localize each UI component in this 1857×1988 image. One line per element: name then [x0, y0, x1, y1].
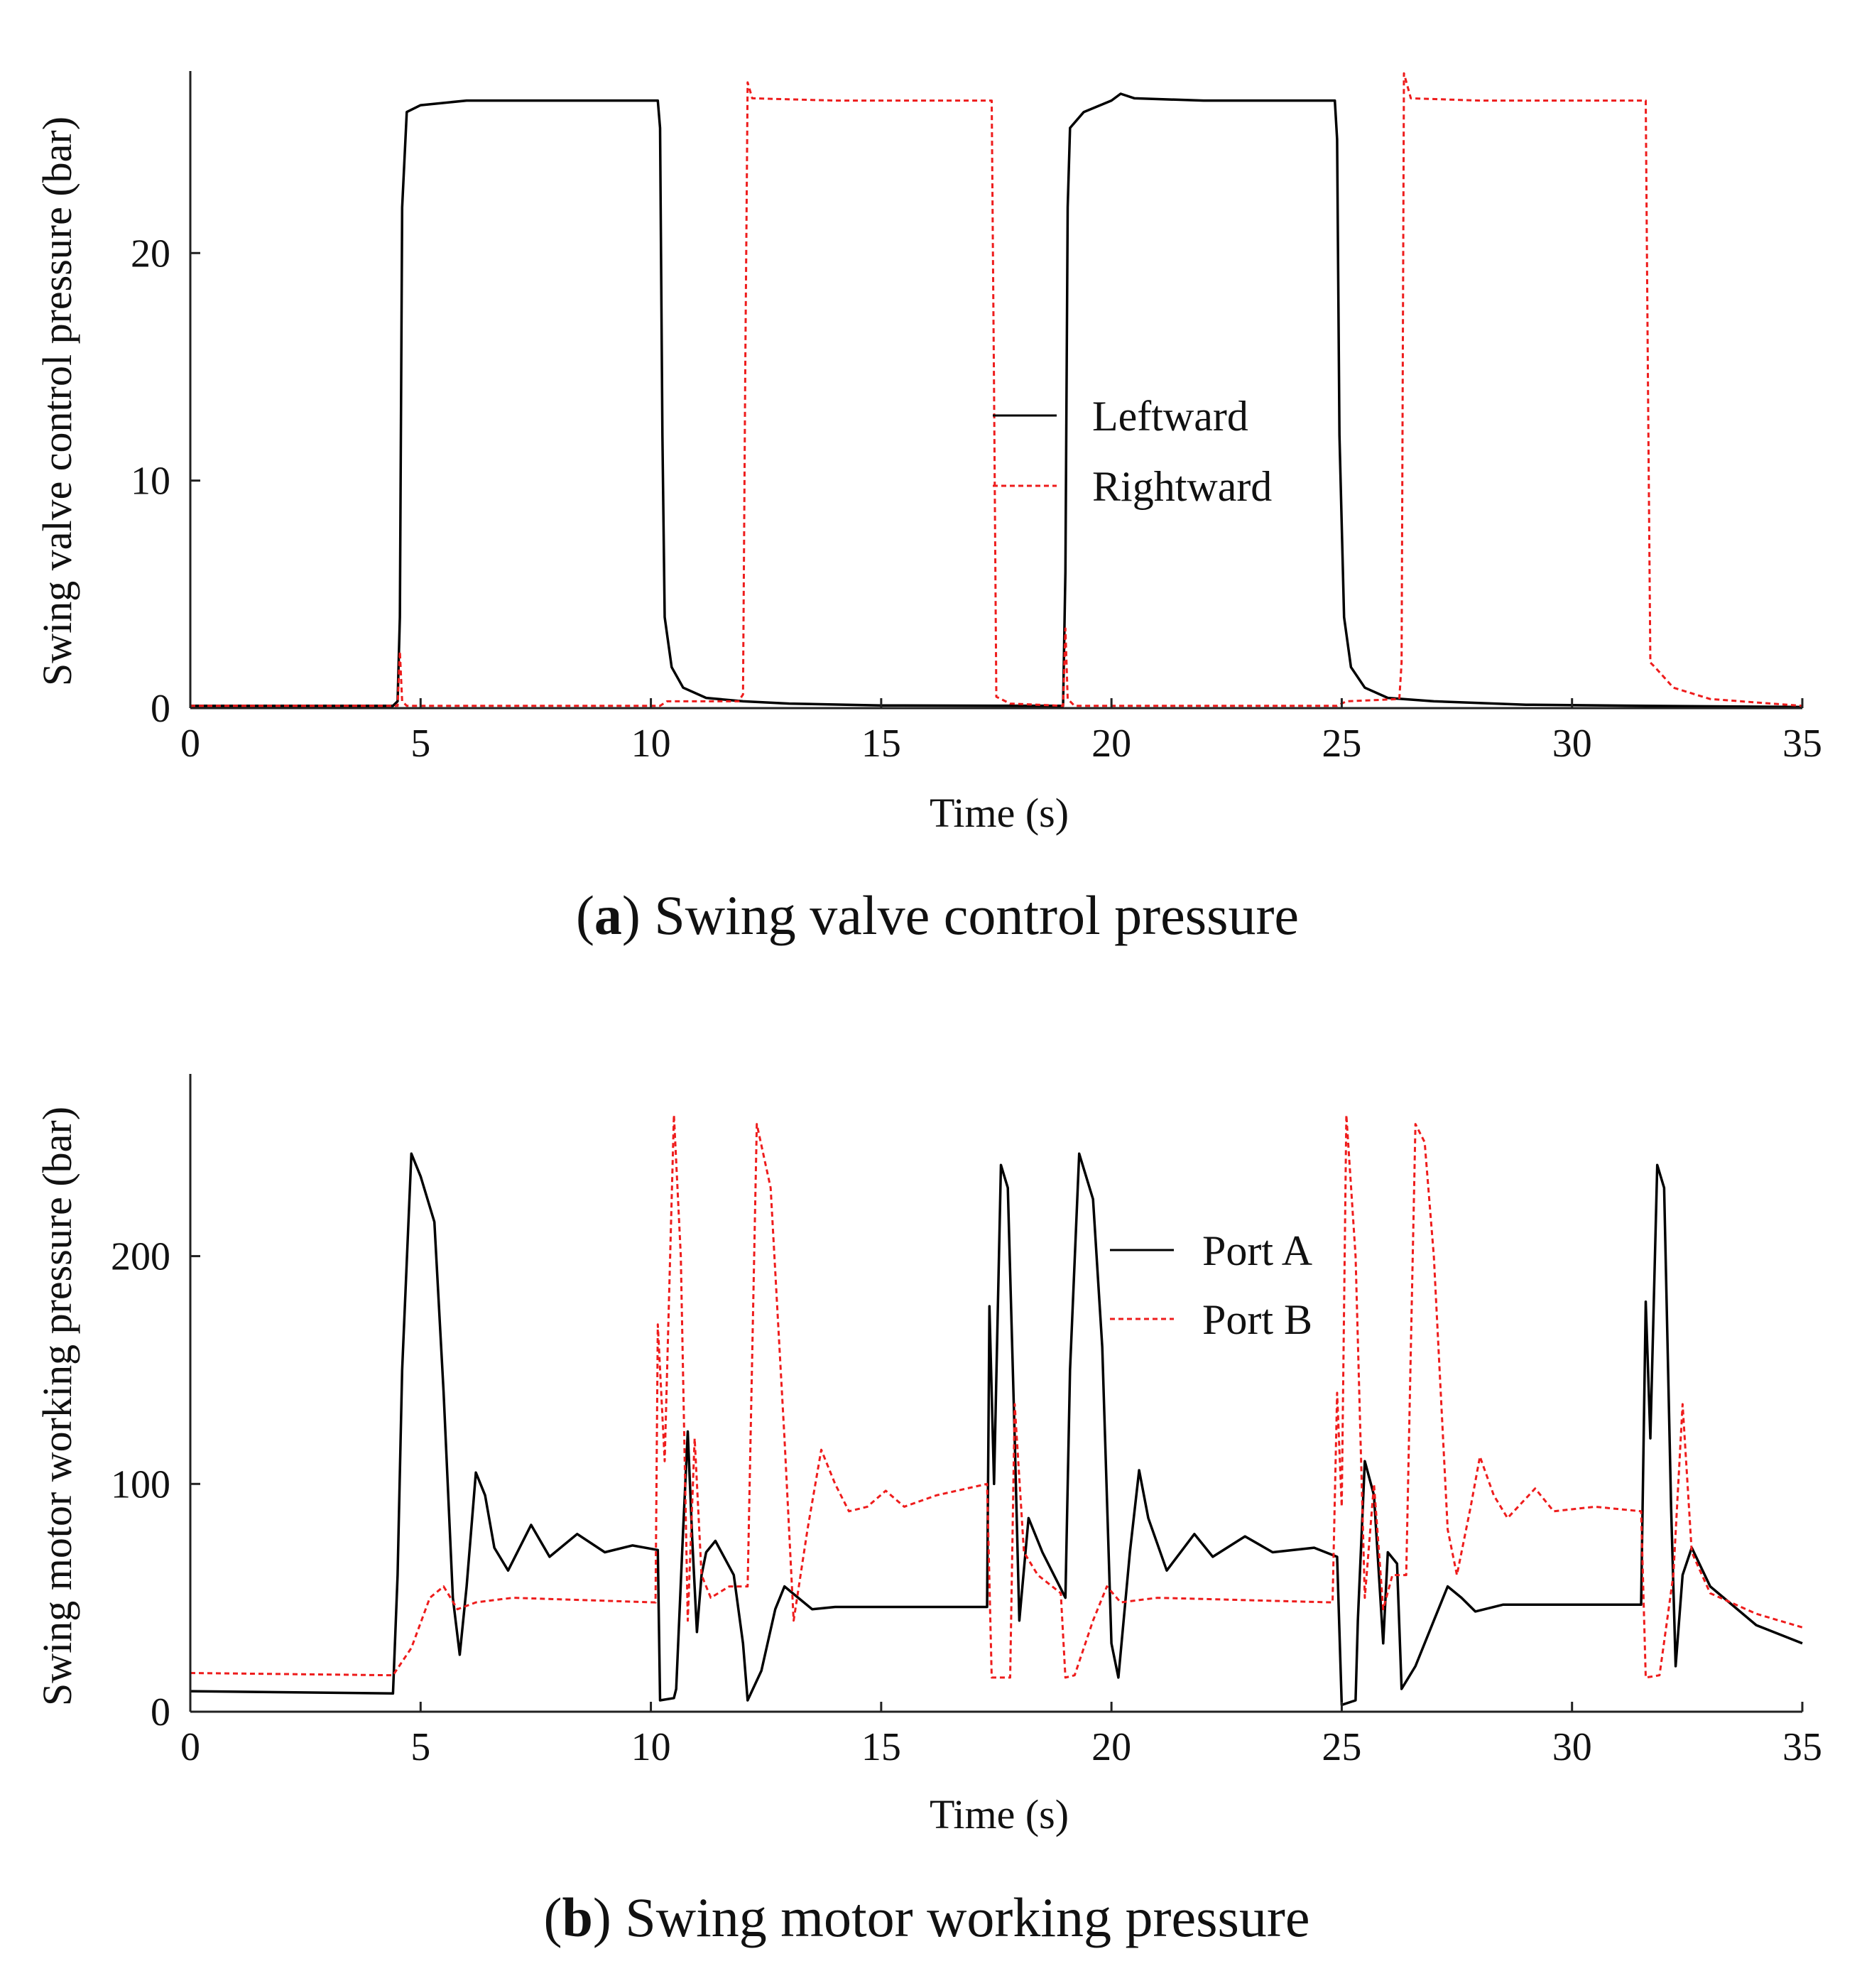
panel-b-x-tick-label: 15 [861, 1725, 901, 1769]
panel-a-y-tick-label: 10 [131, 460, 170, 504]
panel-a-caption-open: ( [576, 884, 594, 946]
panel-b-x-tick-label: 35 [1782, 1725, 1822, 1769]
panel-b-legend: Port A Port B [1110, 1227, 1312, 1343]
panel-a-legend: Leftward Rightward [993, 393, 1272, 510]
panel-a-y-tick-label: 0 [151, 687, 170, 731]
panel-b-x-tick-label: 10 [631, 1725, 671, 1769]
panel-a-y-tick-label: 20 [131, 232, 170, 276]
panel-b-y-tick-label: 200 [111, 1235, 170, 1279]
panel-b-x-tick-label: 0 [180, 1725, 200, 1769]
panel-a-legend-label-rightward: Rightward [1092, 463, 1272, 510]
panel-a-caption-letter: a [594, 884, 622, 946]
panel-b-legend-label-port-a: Port A [1202, 1227, 1312, 1274]
panel-a-series-rightward [190, 72, 1803, 707]
panel-a-series-group [190, 72, 1803, 709]
panel-a-x-tick-label: 20 [1091, 722, 1131, 766]
panel-b-x-tick-label: 5 [410, 1725, 430, 1769]
panel-a-ticks: 0 5 10 15 20 25 30 35 0 10 20 [131, 232, 1822, 766]
panel-b-caption: (b) Swing motor working pressure [544, 1886, 1310, 1948]
panel-b-caption-open: ( [544, 1886, 562, 1948]
panel-a-chart: 0 5 10 15 20 25 30 35 0 10 20 Time (s) Swing valve… [34, 71, 1822, 946]
panel-a-x-tick-label: 10 [631, 722, 671, 766]
panel-a-caption: (a) Swing valve control pressure [576, 884, 1299, 946]
panel-b-series-port-b [190, 1114, 1803, 1679]
panel-a-series-leftward [190, 92, 1803, 709]
panel-b-x-axis-title: Time (s) [930, 1791, 1069, 1837]
panel-b-y-tick-label: 0 [151, 1690, 170, 1734]
panel-b-series-group [190, 1114, 1803, 1707]
panel-a-caption-close: ) [622, 884, 641, 946]
panel-a-legend-label-leftward: Leftward [1092, 393, 1248, 440]
panel-b-x-tick-label: 20 [1091, 1725, 1131, 1769]
panel-b-y-axis-title: Swing motor working pressure (bar) [34, 1107, 80, 1706]
panel-a-x-tick-label: 15 [861, 722, 901, 766]
panel-b-chart: 0 5 10 15 20 25 30 35 0 100 200 Time (s) Swing mot… [34, 1074, 1822, 1948]
panel-a-x-tick-label: 0 [180, 722, 200, 766]
panel-a-y-axis-title: Swing valve control pressure (bar) [34, 116, 80, 686]
panel-a-x-tick-label: 30 [1552, 722, 1592, 766]
panel-a-x-tick-label: 25 [1322, 722, 1361, 766]
panel-b-caption-text: Swing motor working pressure [611, 1886, 1310, 1948]
panel-a-x-axis-title: Time (s) [930, 790, 1069, 836]
panel-b-x-tick-label: 25 [1322, 1725, 1361, 1769]
panel-b-series-port-a [190, 1152, 1803, 1707]
panel-b-y-tick-label: 100 [111, 1462, 170, 1506]
panel-a-x-tick-label: 35 [1782, 722, 1822, 766]
panel-b-caption-close: ) [593, 1886, 611, 1948]
panel-b-x-tick-label: 30 [1552, 1725, 1592, 1769]
panel-a-caption-text: Swing valve control pressure [641, 884, 1299, 946]
panel-b-ticks: 0 5 10 15 20 25 30 35 0 100 200 [111, 1235, 1822, 1769]
panel-b-caption-letter: b [562, 1886, 593, 1948]
panel-b-legend-label-port-b: Port B [1202, 1296, 1312, 1343]
panel-a-x-tick-label: 5 [410, 722, 430, 766]
